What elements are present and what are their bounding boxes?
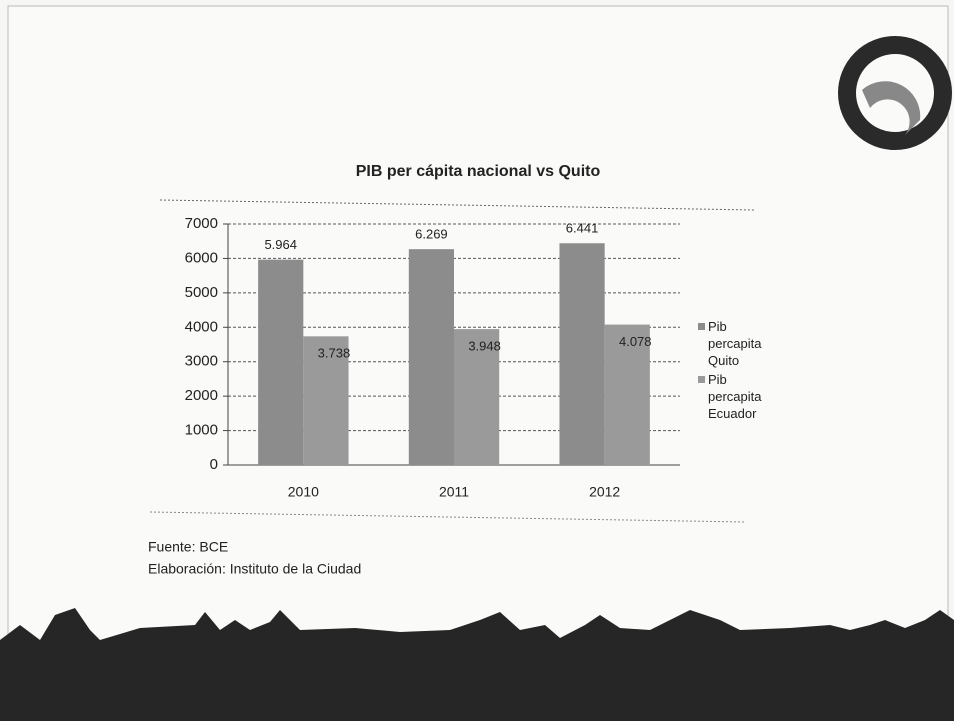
y-tick-label: 1000 — [185, 422, 218, 439]
value-label: 4.078 — [619, 334, 652, 349]
x-tick-label: 2011 — [439, 484, 469, 500]
y-tick-label: 6000 — [185, 249, 218, 266]
bar — [559, 243, 605, 465]
plot-area: 0 1000 2000 3000 4000 5000 6000 7000 2010 5.964 3.… — [185, 215, 680, 500]
x-tick-label: 2010 — [288, 484, 319, 500]
legend-label: Pib percapita Ecuador — [708, 372, 762, 421]
legend-item: Pib percapita Quito — [698, 318, 778, 369]
y-tick-label: 4000 — [185, 318, 218, 335]
bar — [454, 329, 500, 465]
legend-item: Pib percapita Ecuador — [698, 371, 778, 422]
value-label: 6.269 — [415, 227, 448, 242]
logo — [838, 36, 952, 150]
value-label: 3.738 — [318, 346, 351, 361]
skyline — [0, 608, 954, 721]
bar — [303, 336, 349, 465]
author-note: Elaboración: Instituto de la Ciudad — [148, 561, 361, 577]
legend: Pib percapita Quito Pib percapita Ecuador — [698, 318, 778, 424]
value-label: 3.948 — [468, 339, 501, 354]
frame-line — [149, 511, 746, 523]
x-tick-label: 2012 — [589, 484, 620, 500]
legend-swatch — [698, 323, 705, 330]
y-tick-label: 2000 — [185, 387, 218, 404]
bar — [258, 259, 304, 465]
bar — [408, 249, 454, 465]
value-label: 5.964 — [264, 237, 297, 252]
y-tick-label: 3000 — [185, 353, 218, 370]
legend-swatch — [698, 376, 705, 383]
bar — [604, 324, 650, 465]
source-note: Fuente: BCE — [148, 539, 228, 555]
y-tick-label: 0 — [210, 456, 218, 473]
legend-label: Pib percapita Quito — [708, 319, 762, 368]
value-label: 6.441 — [566, 221, 599, 236]
y-tick-label: 5000 — [185, 284, 218, 301]
chart-title: PIB per cápita nacional vs Quito — [356, 163, 601, 180]
y-tick-label: 7000 — [185, 215, 218, 232]
frame-line — [159, 199, 756, 211]
